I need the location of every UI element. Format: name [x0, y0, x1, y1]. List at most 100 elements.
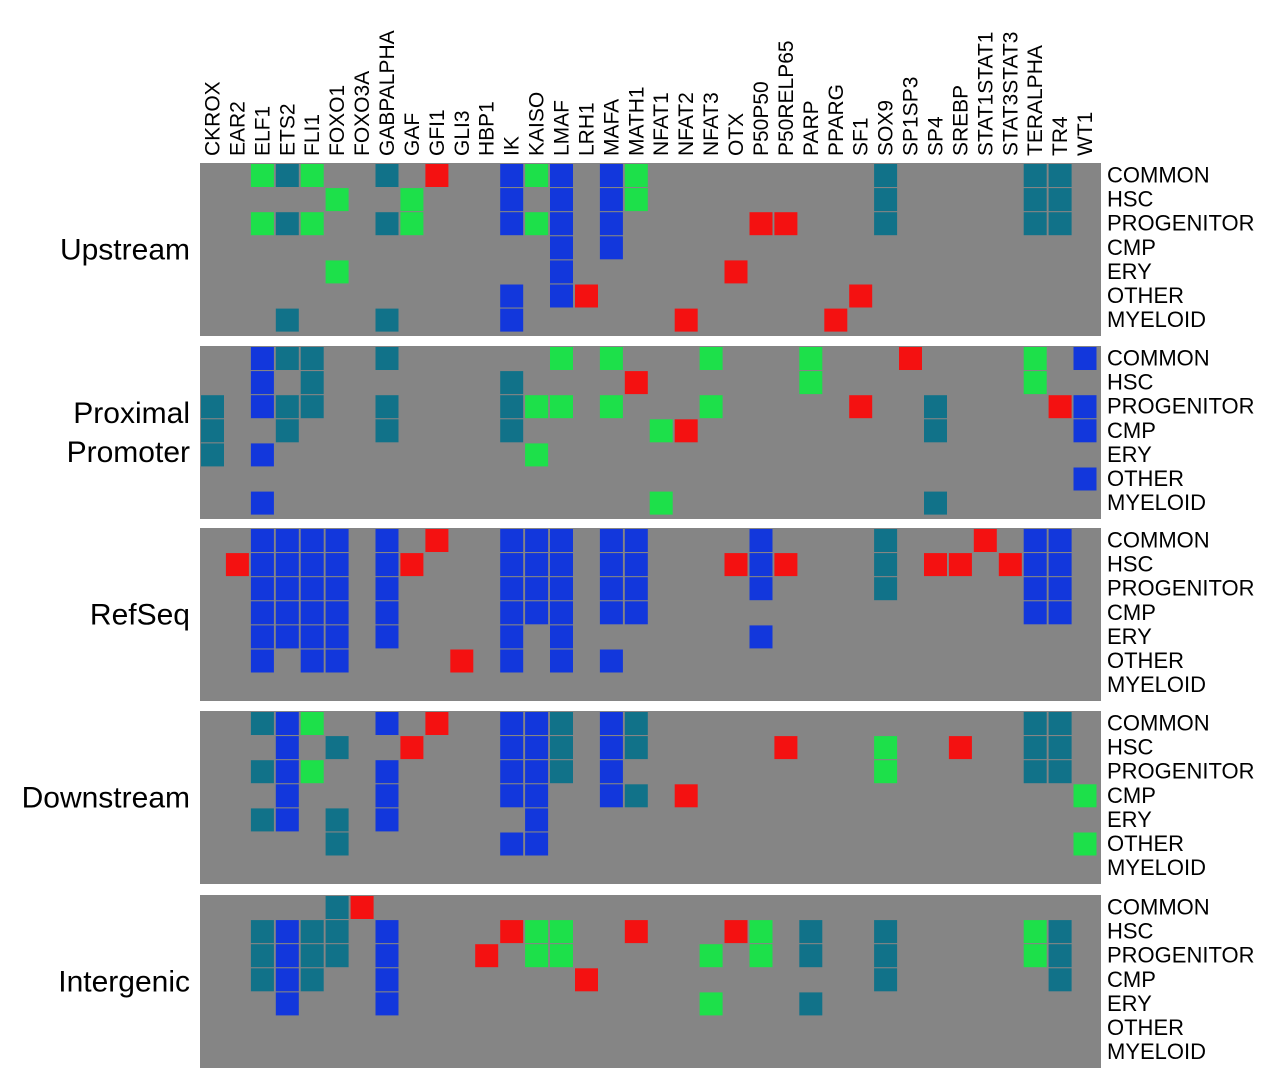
heatmap-cell: [375, 920, 399, 944]
heatmap-cell: [1048, 920, 1072, 944]
heatmap-cell: [525, 443, 549, 467]
heatmap-cell: [525, 760, 549, 784]
heatmap-cell: [250, 760, 274, 784]
heatmap-cell: [350, 896, 374, 919]
heatmap-cell: [1048, 968, 1072, 992]
heatmap-cell: [250, 443, 274, 467]
heatmap-cell: [948, 736, 972, 760]
heatmap-cell: [749, 944, 773, 968]
heatmap-cell: [325, 920, 349, 944]
heatmap-cell: [275, 625, 299, 649]
heatmap-cell: [550, 260, 573, 284]
heatmap-cell: [924, 395, 947, 419]
heatmap-cell: [749, 577, 773, 601]
heatmap-cell: [300, 164, 324, 187]
column-label: P50P50: [750, 81, 773, 156]
heatmap-cell: [500, 371, 524, 395]
heatmap-cell: [500, 601, 524, 625]
row-label: CMP: [1107, 235, 1156, 260]
heatmap-cell: [500, 553, 524, 577]
heatmap-cell: [500, 577, 524, 601]
heatmap-cell: [699, 395, 723, 419]
row-label: OTHER: [1107, 466, 1184, 491]
heatmap-cell: [275, 212, 299, 236]
heatmap-cell: [749, 529, 773, 552]
row-label: CMP: [1107, 600, 1156, 625]
row-label: COMMON: [1107, 163, 1210, 188]
heatmap-cell: [699, 992, 723, 1016]
heatmap-cell: [1023, 553, 1047, 577]
heatmap-cell: [774, 212, 798, 236]
panel-label: Upstream: [60, 234, 190, 267]
heatmap-cell: [599, 395, 623, 419]
heatmap-cell: [699, 944, 723, 968]
row-label: COMMON: [1107, 895, 1210, 920]
heatmap-cell: [500, 760, 524, 784]
heatmap-cell: [599, 188, 623, 212]
row-label: PROGENITOR: [1107, 394, 1255, 419]
heatmap-cell: [724, 260, 748, 284]
heatmap-cell: [624, 371, 648, 395]
heatmap-cell: [599, 760, 623, 784]
heatmap-cell: [500, 284, 524, 308]
heatmap-cell: [874, 920, 898, 944]
heatmap-cell: [250, 649, 274, 673]
heatmap-cell: [525, 553, 549, 577]
row-label: ERY: [1107, 259, 1152, 284]
heatmap-cell: [1073, 419, 1097, 443]
heatmap-cell: [425, 164, 449, 187]
heatmap-cell: [874, 968, 898, 992]
heatmap-cell: [674, 784, 698, 808]
heatmap-cell: [325, 553, 349, 577]
column-label: MATH1: [625, 86, 648, 156]
panel-background: [200, 895, 1101, 1068]
heatmap-cell: [500, 529, 524, 552]
heatmap-cell: [1048, 712, 1072, 735]
heatmap-cell: [624, 784, 648, 808]
heatmap-cell: [749, 212, 773, 236]
heatmap-cell: [1023, 712, 1047, 735]
heatmap-cell: [300, 968, 324, 992]
panel-label: Downstream: [22, 782, 190, 815]
heatmap-cell: [450, 649, 474, 673]
heatmap-cell: [325, 188, 349, 212]
row-label: OTHER: [1107, 283, 1184, 308]
heatmap-cell: [250, 601, 274, 625]
heatmap-cell: [1048, 944, 1072, 968]
heatmap-cell: [599, 164, 623, 187]
row-label: OTHER: [1107, 831, 1184, 856]
heatmap-cell: [550, 577, 573, 601]
heatmap-cell: [1048, 212, 1072, 236]
heatmap-cell: [649, 491, 673, 515]
heatmap-cell: [525, 164, 549, 187]
heatmap-cell: [550, 188, 573, 212]
column-label: GABPALPHA: [376, 30, 399, 156]
heatmap-cell: [1048, 760, 1072, 784]
heatmap-cell: [325, 260, 349, 284]
column-label: FOXO3A: [351, 71, 374, 156]
heatmap-cell: [300, 347, 324, 370]
row-label: CMP: [1107, 967, 1156, 992]
heatmap-cell: [624, 553, 648, 577]
heatmap-cell: [375, 760, 399, 784]
column-label: KAISO: [526, 92, 549, 156]
heatmap-cell: [525, 212, 549, 236]
column-label: LMAF: [551, 100, 574, 156]
heatmap-cell: [550, 529, 573, 552]
heatmap-cell: [1023, 760, 1047, 784]
heatmap-cell: [1073, 395, 1097, 419]
heatmap-cell: [525, 395, 549, 419]
heatmap-cell: [275, 736, 299, 760]
heatmap-cell: [550, 712, 573, 735]
heatmap-cell: [998, 553, 1022, 577]
heatmap-cell: [300, 760, 324, 784]
heatmap-cell: [500, 920, 524, 944]
heatmap-cell: [500, 784, 524, 808]
panel-label: RefSeq: [90, 599, 190, 632]
heatmap-cell: [300, 944, 324, 968]
heatmap-cell: [275, 577, 299, 601]
heatmap-cell: [325, 944, 349, 968]
heatmap-cell: [375, 164, 399, 187]
heatmap-cell: [874, 577, 898, 601]
heatmap-cell: [375, 347, 399, 370]
